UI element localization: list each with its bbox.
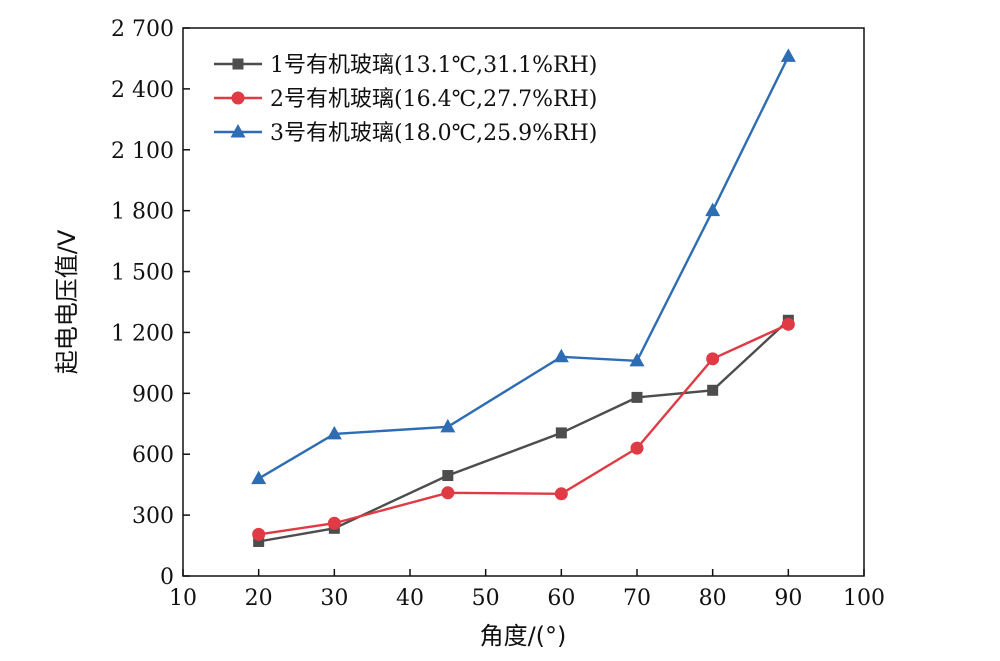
- legend-item-3: 3号有机玻璃(18.0℃,25.9%RH): [214, 121, 597, 146]
- legend-marker: [231, 91, 245, 105]
- x-tick-label: 50: [472, 586, 500, 611]
- y-axis-ticks: 0 300 600 900 1 200 1 500 1 800 2 100 2 400 2 700: [111, 17, 190, 590]
- series-3-point: [251, 470, 267, 485]
- series-1-point: [442, 470, 454, 482]
- y-tick-label: 2 700: [111, 17, 174, 42]
- x-tick-label: 90: [774, 586, 802, 611]
- y-tick-label: 2 100: [111, 139, 174, 164]
- legend-label: 2号有机玻璃(16.4℃,27.7%RH): [270, 87, 597, 112]
- x-tick-label: 80: [699, 586, 727, 611]
- x-tick-label: 100: [843, 586, 885, 611]
- plot-frame: [182, 27, 865, 577]
- x-tick-label: 30: [320, 586, 348, 611]
- series-1-point: [253, 535, 265, 547]
- legend-item-1: 1号有机玻璃(13.1℃,31.1%RH): [214, 53, 597, 78]
- x-tick-label: 60: [547, 586, 575, 611]
- series-3-point: [780, 48, 796, 62]
- x-axis-title: 角度/(°): [480, 622, 567, 650]
- y-axis-title: 起电电压值/V: [53, 229, 81, 374]
- y-tick-label: 1 500: [111, 261, 174, 286]
- series-layer: [251, 48, 796, 547]
- series-3-point: [326, 425, 342, 440]
- series-2-point: [781, 317, 795, 331]
- series-3-point: [440, 418, 456, 433]
- series-1-point: [555, 427, 567, 439]
- y-tick-label: 900: [132, 382, 174, 407]
- legend: 1号有机玻璃(13.1℃,31.1%RH) 2号有机玻璃(16.4℃,27.7%R…: [214, 53, 597, 146]
- series-2-point: [252, 527, 266, 541]
- series-1-point: [707, 384, 719, 396]
- y-tick-label: 1 800: [111, 200, 174, 225]
- x-tick-label: 40: [396, 586, 424, 611]
- y-tick-label: 600: [132, 443, 174, 468]
- series-2-point: [706, 352, 720, 366]
- y-tick-label: 2 400: [111, 78, 174, 103]
- series-2-point: [327, 516, 341, 530]
- legend-label: 3号有机玻璃(18.0℃,25.9%RH): [270, 121, 597, 146]
- series-2: [252, 317, 795, 541]
- series-3-point: [629, 352, 645, 367]
- series-2-point: [554, 487, 568, 501]
- x-axis-ticks: 10 20 30 40 50 60 70 80 90 100: [169, 569, 885, 611]
- series-3-line: [258, 55, 790, 480]
- series-1-point: [631, 391, 643, 403]
- y-tick-label: 1 200: [111, 321, 174, 346]
- series-1-line: [258, 319, 790, 543]
- legend-label: 1号有机玻璃(13.1℃,31.1%RH): [270, 53, 597, 78]
- x-tick-label: 20: [245, 586, 273, 611]
- legend-item-2: 2号有机玻璃(16.4℃,27.7%RH): [214, 87, 597, 112]
- x-tick-label: 70: [623, 586, 651, 611]
- series-3-point: [553, 348, 569, 363]
- x-tick-label: 10: [169, 586, 197, 611]
- legend-marker: [230, 124, 246, 138]
- series-2-point: [630, 441, 644, 455]
- legend-marker: [232, 58, 244, 70]
- series-2-point: [441, 486, 455, 500]
- y-tick-label: 0: [160, 565, 174, 590]
- series-3-point: [705, 202, 721, 217]
- y-tick-label: 300: [132, 504, 174, 529]
- series-3: [251, 48, 796, 485]
